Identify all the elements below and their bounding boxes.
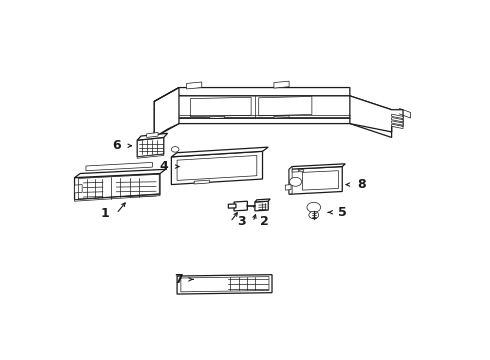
Polygon shape <box>137 133 168 140</box>
Text: 7: 7 <box>174 273 183 286</box>
Polygon shape <box>154 118 392 138</box>
Polygon shape <box>289 164 345 169</box>
Polygon shape <box>181 276 269 292</box>
Polygon shape <box>194 180 209 184</box>
Polygon shape <box>350 96 403 132</box>
Polygon shape <box>74 185 82 193</box>
Polygon shape <box>289 167 292 194</box>
Polygon shape <box>274 116 289 118</box>
Polygon shape <box>190 97 251 117</box>
Polygon shape <box>392 124 403 129</box>
Polygon shape <box>172 147 268 157</box>
Polygon shape <box>187 82 202 89</box>
Text: 3: 3 <box>237 216 246 229</box>
Polygon shape <box>302 171 339 190</box>
Polygon shape <box>172 151 263 185</box>
Text: 2: 2 <box>260 216 269 229</box>
Polygon shape <box>300 170 303 172</box>
Polygon shape <box>292 169 298 172</box>
Polygon shape <box>177 275 272 294</box>
Polygon shape <box>274 81 289 88</box>
Polygon shape <box>255 201 268 211</box>
Text: 1: 1 <box>100 207 109 220</box>
Circle shape <box>290 177 302 186</box>
Polygon shape <box>234 201 247 211</box>
Polygon shape <box>392 114 403 118</box>
Text: 8: 8 <box>357 178 366 191</box>
Polygon shape <box>154 87 350 110</box>
Polygon shape <box>392 117 403 122</box>
Polygon shape <box>154 96 392 132</box>
Polygon shape <box>137 154 164 158</box>
Polygon shape <box>74 174 160 200</box>
Polygon shape <box>154 87 179 138</box>
Polygon shape <box>74 194 160 201</box>
Text: 4: 4 <box>159 160 168 173</box>
Polygon shape <box>137 138 164 157</box>
Polygon shape <box>177 156 257 180</box>
Polygon shape <box>289 167 342 194</box>
Polygon shape <box>255 199 270 202</box>
Circle shape <box>309 211 318 219</box>
Polygon shape <box>285 185 291 190</box>
Text: 5: 5 <box>338 206 346 219</box>
Polygon shape <box>147 132 158 138</box>
Circle shape <box>307 202 320 212</box>
Polygon shape <box>86 162 152 171</box>
Polygon shape <box>74 169 166 177</box>
Text: 6: 6 <box>112 139 121 152</box>
Polygon shape <box>259 96 312 116</box>
Circle shape <box>172 147 179 152</box>
Polygon shape <box>392 121 403 125</box>
Polygon shape <box>209 116 224 118</box>
Polygon shape <box>228 204 236 208</box>
